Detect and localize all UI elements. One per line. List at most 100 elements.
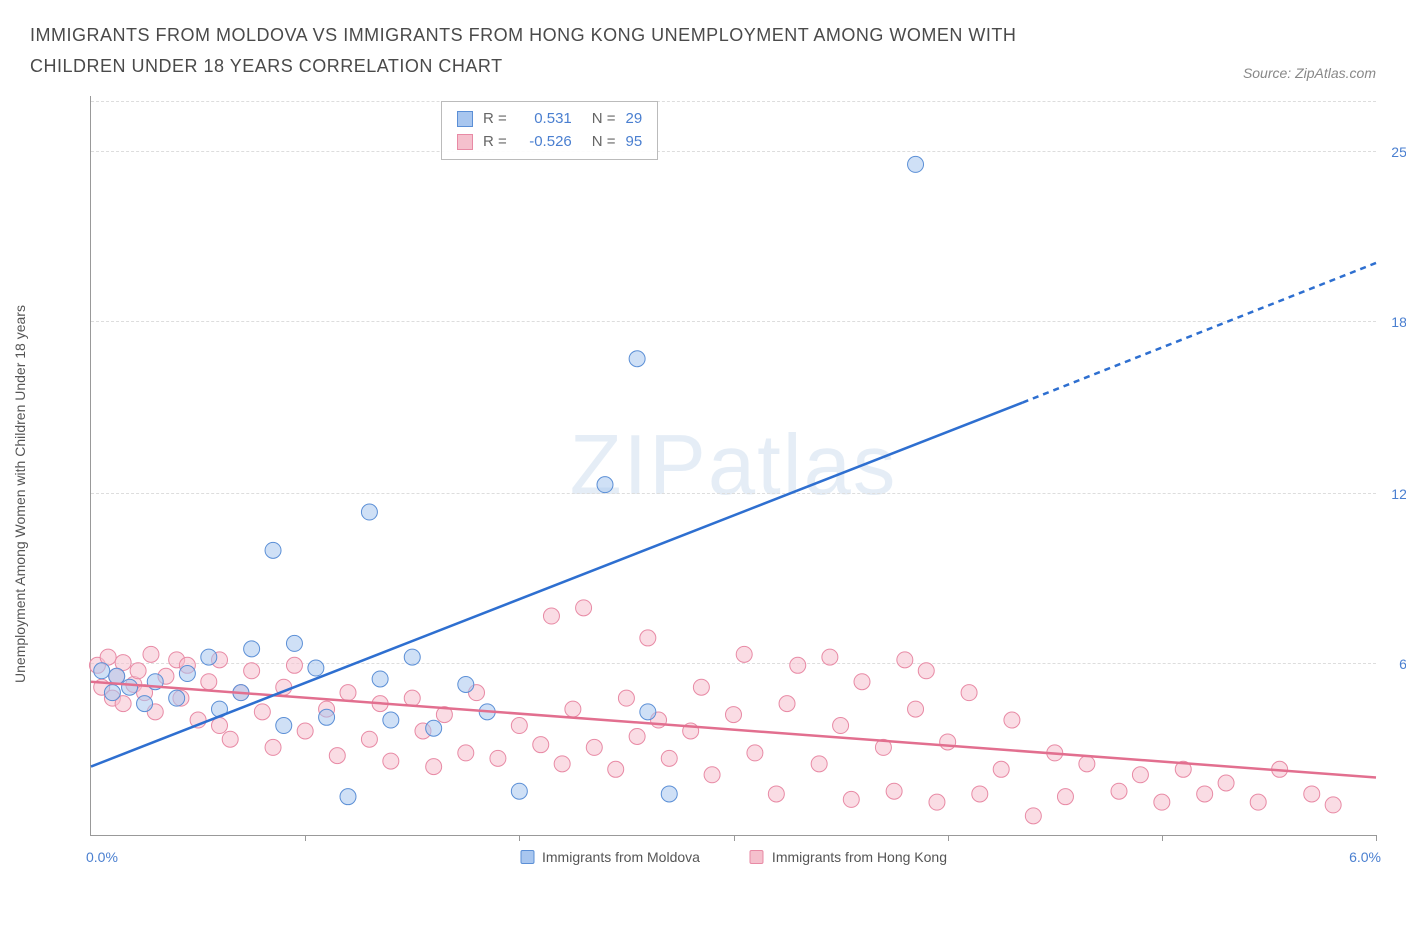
data-point [640,630,656,646]
data-point [426,720,442,736]
stat-row-series2: R = -0.526 N = 95 [457,131,642,154]
data-point [1154,794,1170,810]
data-point [404,649,420,665]
data-point [843,792,859,808]
data-point [1079,756,1095,772]
data-point [458,677,474,693]
stat-r-series1: 0.531 [517,108,572,131]
trend-line [91,403,1023,767]
plot-svg [91,96,1376,835]
swatch-series1-bottom [520,850,534,864]
data-point [1025,808,1041,824]
data-point [961,685,977,701]
data-point [736,647,752,663]
data-point [597,477,613,493]
data-point [768,786,784,802]
data-point [908,701,924,717]
swatch-series1 [457,111,473,127]
data-point [1304,786,1320,802]
data-point [886,783,902,799]
x-tick [734,835,735,841]
data-point [1197,786,1213,802]
x-legend: Immigrants from Moldova Immigrants from … [520,849,947,865]
data-point [130,663,146,679]
data-point [747,745,763,761]
y-tick-label: 12.5% [1381,486,1406,502]
data-point [1111,783,1127,799]
data-point [286,636,302,652]
data-point [661,786,677,802]
data-point [244,641,260,657]
data-point [1132,767,1148,783]
data-point [179,666,195,682]
y-tick-label: 25.0% [1381,144,1406,160]
data-point [554,756,570,772]
x-legend-series1: Immigrants from Moldova [520,849,700,865]
data-point [640,704,656,720]
data-point [940,734,956,750]
data-point [693,679,709,695]
data-point [340,789,356,805]
data-point [629,351,645,367]
x-tick [519,835,520,841]
trend-line [1023,263,1376,403]
x-tick [1162,835,1163,841]
data-point [790,657,806,673]
stat-n-series2: 95 [626,131,643,154]
x-tick [948,835,949,841]
data-point [661,751,677,767]
data-point [426,759,442,775]
data-point [533,737,549,753]
data-point [586,740,602,756]
chart-container: Unemployment Among Women with Children U… [30,96,1376,876]
x-tick [305,835,306,841]
data-point [854,674,870,690]
data-point [276,718,292,734]
data-point [109,668,125,684]
data-point [372,671,388,687]
data-point [726,707,742,723]
data-point [897,652,913,668]
data-point [618,690,634,706]
x-tick [1376,835,1377,841]
data-point [94,663,110,679]
y-tick-label: 18.8% [1381,314,1406,330]
data-point [361,731,377,747]
data-point [511,718,527,734]
data-point [1057,789,1073,805]
x-min-label: 0.0% [86,849,118,865]
data-point [511,783,527,799]
plot-area: ZIPatlas 6.3%12.5%18.8%25.0% R = 0.531 N… [90,96,1376,836]
swatch-series2 [457,134,473,150]
chart-header: IMMIGRANTS FROM MOLDOVA VS IMMIGRANTS FR… [30,20,1376,81]
data-point [169,690,185,706]
data-point [779,696,795,712]
stat-r-series2: -0.526 [517,131,572,154]
source-label: Source: ZipAtlas.com [1243,65,1376,81]
data-point [104,685,120,701]
data-point [265,740,281,756]
data-point [822,649,838,665]
x-legend-series2: Immigrants from Hong Kong [750,849,947,865]
data-point [137,696,153,712]
data-point [1218,775,1234,791]
data-point [297,723,313,739]
data-point [1004,712,1020,728]
data-point [1250,794,1266,810]
data-point [629,729,645,745]
data-point [543,608,559,624]
data-point [201,649,217,665]
y-tick-label: 6.3% [1381,656,1406,672]
data-point [918,663,934,679]
stat-row-series1: R = 0.531 N = 29 [457,108,642,131]
stat-legend: R = 0.531 N = 29 R = -0.526 N = 95 [441,101,658,160]
data-point [122,679,138,695]
data-point [833,718,849,734]
stat-n-series1: 29 [626,108,643,131]
data-point [254,704,270,720]
data-point [383,753,399,769]
data-point [319,709,335,725]
data-point [286,657,302,673]
data-point [704,767,720,783]
data-point [972,786,988,802]
